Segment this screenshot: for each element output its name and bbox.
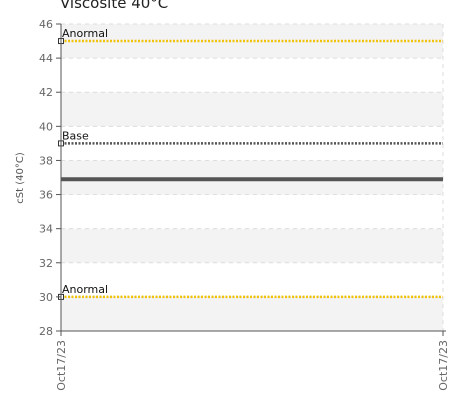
grid-band (61, 296, 443, 331)
grid-band (61, 228, 443, 263)
reference-label: Anormal (62, 27, 108, 40)
axes (60, 24, 446, 332)
y-tick-label: 30 (39, 291, 53, 304)
chart-title: Viscosité 40°C (60, 0, 168, 12)
reference-lines: Anormal Base Anormal (58, 27, 443, 300)
grid-band (61, 92, 443, 127)
x-tick-label: Oct17/23 (55, 340, 68, 391)
x-axis-ticks: Oct17/23 Oct17/23 (55, 331, 449, 391)
y-tick-label: 44 (39, 52, 53, 65)
y-axis-ticks: 28 30 32 34 36 38 40 42 44 46 (39, 18, 61, 338)
y-tick-label: 42 (39, 86, 53, 99)
y-tick-label: 28 (39, 325, 53, 338)
y-tick-label: 46 (39, 18, 53, 31)
y-tick-label: 32 (39, 257, 53, 270)
y-tick-label: 40 (39, 120, 53, 133)
y-tick-label: 38 (39, 154, 53, 167)
reference-label: Base (62, 129, 89, 142)
x-tick-label: Oct17/23 (437, 340, 449, 391)
reference-label: Anormal (62, 283, 108, 296)
y-axis-label: cSt (40°C) (15, 152, 26, 204)
y-tick-label: 34 (39, 223, 53, 236)
y-tick-label: 36 (39, 189, 53, 202)
